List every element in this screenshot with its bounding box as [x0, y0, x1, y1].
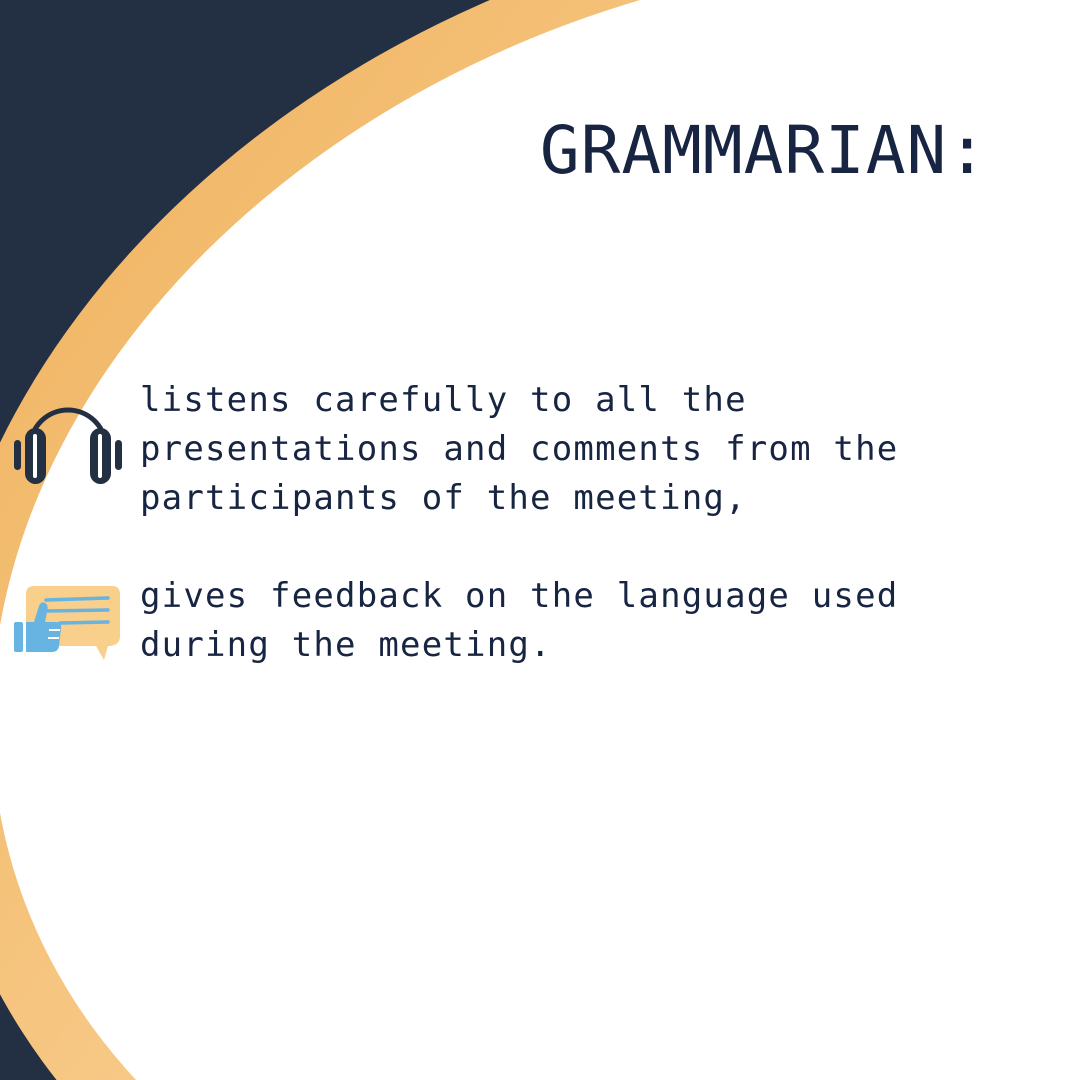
item-text-listens: listens carefully to all the presentatio… [140, 380, 899, 518]
headphones-icon [14, 407, 122, 484]
page-title: GRAMMARIAN: [539, 112, 988, 189]
item-text-feedback: gives feedback on the language used duri… [140, 576, 899, 665]
thumbs-up-speech-bubble-icon [14, 586, 120, 660]
